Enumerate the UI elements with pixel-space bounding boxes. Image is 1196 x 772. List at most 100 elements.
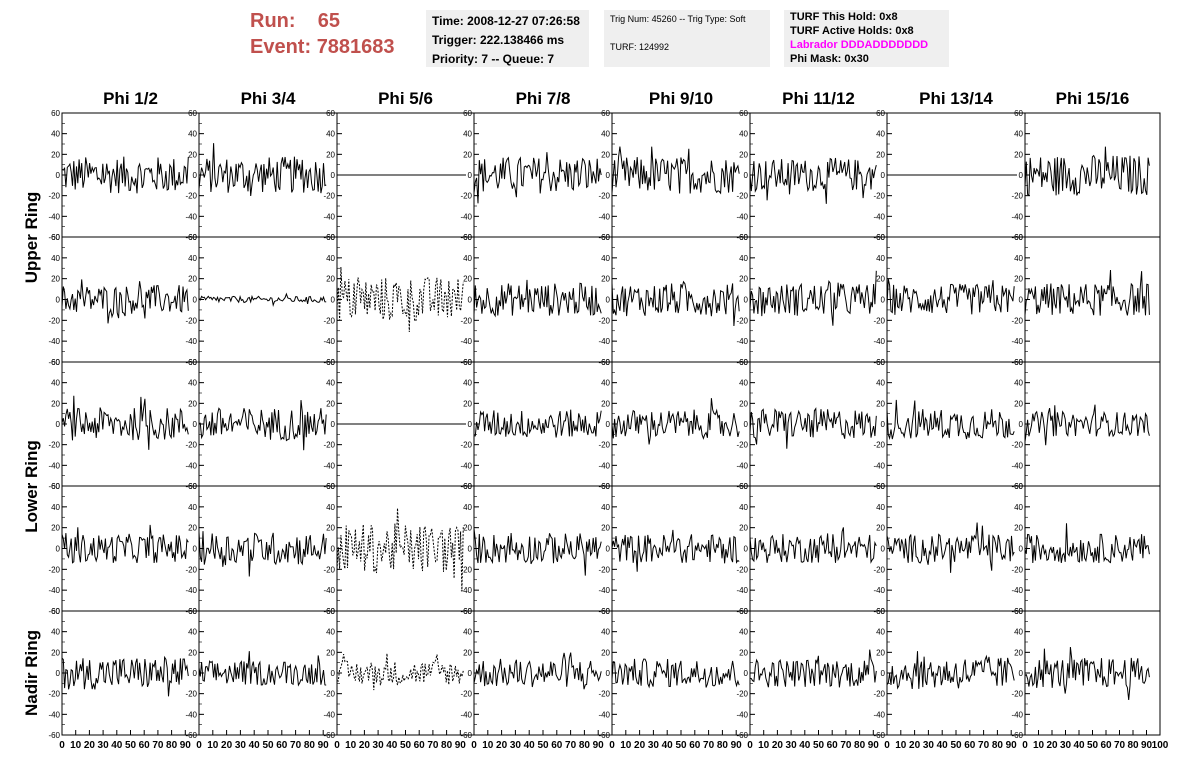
y-tick-label: 40: [739, 130, 748, 139]
y-tick-label: 60: [326, 233, 335, 242]
x-tick-label: 90: [868, 740, 880, 751]
y-tick-label: 20: [326, 648, 335, 657]
x-tick-label: 70: [978, 740, 990, 751]
x-tick-label: 80: [166, 740, 178, 751]
y-tick-label: 60: [188, 607, 197, 616]
column-header: Phi 5/6: [378, 89, 433, 108]
y-tick-label: -40: [873, 710, 885, 719]
panel-frame: [473, 610, 613, 736]
y-tick-label: 20: [188, 524, 197, 533]
y-tick-label: 20: [739, 399, 748, 408]
y-tick-label: 20: [188, 648, 197, 657]
y-tick-label: 0: [331, 545, 336, 554]
y-tick-label: -40: [873, 586, 885, 595]
waveform-trace: [749, 407, 877, 449]
x-tick-label: 60: [689, 740, 701, 751]
y-tick-label: -20: [736, 441, 748, 450]
panel-frame: [611, 361, 751, 487]
y-tick-label: 20: [601, 275, 610, 284]
y-tick-label: -20: [48, 690, 60, 699]
waveform-trace: [611, 658, 740, 689]
waveform-trace: [611, 146, 740, 195]
y-tick-label: 40: [188, 130, 197, 139]
x-tick-label: 80: [717, 740, 729, 751]
y-tick-label: 40: [463, 130, 472, 139]
y-tick-label: 40: [326, 130, 335, 139]
column-header: Phi 11/12: [782, 89, 855, 108]
y-tick-label: 0: [606, 420, 611, 429]
labrador-text: Labrador DDDADDDDDDD: [790, 39, 929, 51]
y-tick-label: 20: [51, 648, 60, 657]
waveform-trace: [1024, 404, 1150, 446]
y-tick-label: -20: [460, 690, 472, 699]
x-tick-label: 60: [276, 740, 288, 751]
panel-frame: [336, 236, 475, 363]
y-tick-label: -40: [48, 212, 60, 221]
y-tick-label: -40: [48, 461, 60, 470]
x-tick-label: 70: [152, 740, 164, 751]
y-tick-label: -60: [736, 731, 748, 740]
y-tick-label: 0: [193, 296, 198, 305]
waveform-trace: [198, 143, 327, 197]
trigger-info-box: Trig Num: 45260 -- Trig Type: Soft TURF:…: [604, 10, 770, 67]
y-tick-label: 60: [463, 233, 472, 242]
y-tick-label: 20: [51, 399, 60, 408]
y-tick-label: 60: [463, 109, 472, 118]
y-tick-label: 0: [881, 296, 886, 305]
y-tick-label: -40: [185, 586, 197, 595]
y-tick-label: 20: [876, 150, 885, 159]
y-tick-label: 0: [1019, 545, 1024, 554]
y-tick-label: 0: [468, 171, 473, 180]
y-tick-label: 0: [193, 669, 198, 678]
x-tick-label: 100: [1152, 740, 1169, 751]
y-tick-label: 40: [739, 628, 748, 637]
waveform-trace: [61, 395, 189, 450]
y-tick-label: -60: [48, 233, 60, 242]
y-tick-label: 40: [739, 379, 748, 388]
y-tick-label: 20: [1014, 648, 1023, 657]
y-tick-label: 40: [601, 130, 610, 139]
y-tick-label: -60: [1011, 731, 1023, 740]
y-tick-label: 60: [876, 233, 885, 242]
y-tick-label: -40: [598, 212, 610, 221]
time-info-box: Time: 2008-12-27 07:26:58 Trigger: 222.1…: [426, 10, 589, 67]
y-tick-label: 60: [739, 607, 748, 616]
x-tick-label: 0: [609, 740, 615, 751]
y-tick-label: -20: [48, 192, 60, 201]
turf-text: TURF: 124992: [610, 42, 670, 52]
y-tick-label: 0: [606, 545, 611, 554]
y-tick-label: -40: [460, 586, 472, 595]
y-tick-label: -40: [1011, 337, 1023, 346]
y-tick-label: 0: [881, 669, 886, 678]
y-tick-label: 0: [56, 669, 61, 678]
x-tick-label: 50: [675, 740, 687, 751]
y-tick-label: 60: [601, 233, 610, 242]
x-tick-label: 10: [620, 740, 632, 751]
x-tick-label: 80: [579, 740, 591, 751]
x-tick-label: 60: [1100, 740, 1112, 751]
y-tick-label: 40: [1014, 379, 1023, 388]
panel-frame: [886, 361, 1026, 487]
panel-frame: [886, 236, 1026, 363]
y-tick-label: 40: [876, 503, 885, 512]
y-tick-label: 60: [1014, 233, 1023, 242]
y-tick-label: 60: [463, 358, 472, 367]
waveform-trace: [61, 655, 189, 697]
waveform-trace: [336, 266, 464, 333]
y-tick-label: 40: [876, 379, 885, 388]
y-tick-label: -40: [736, 212, 748, 221]
y-tick-label: 40: [739, 254, 748, 263]
x-tick-label: 90: [731, 740, 743, 751]
x-tick-label: 30: [923, 740, 935, 751]
waveform-trace: [1024, 146, 1150, 197]
y-tick-label: -20: [598, 192, 610, 201]
y-tick-label: -20: [1011, 441, 1023, 450]
waveform-trace: [336, 508, 464, 592]
y-tick-label: 0: [1019, 171, 1024, 180]
y-tick-label: 60: [326, 358, 335, 367]
y-tick-label: -40: [185, 461, 197, 470]
y-tick-label: -40: [1011, 710, 1023, 719]
y-tick-label: 40: [463, 254, 472, 263]
y-tick-label: -40: [460, 212, 472, 221]
y-tick-label: -40: [598, 337, 610, 346]
